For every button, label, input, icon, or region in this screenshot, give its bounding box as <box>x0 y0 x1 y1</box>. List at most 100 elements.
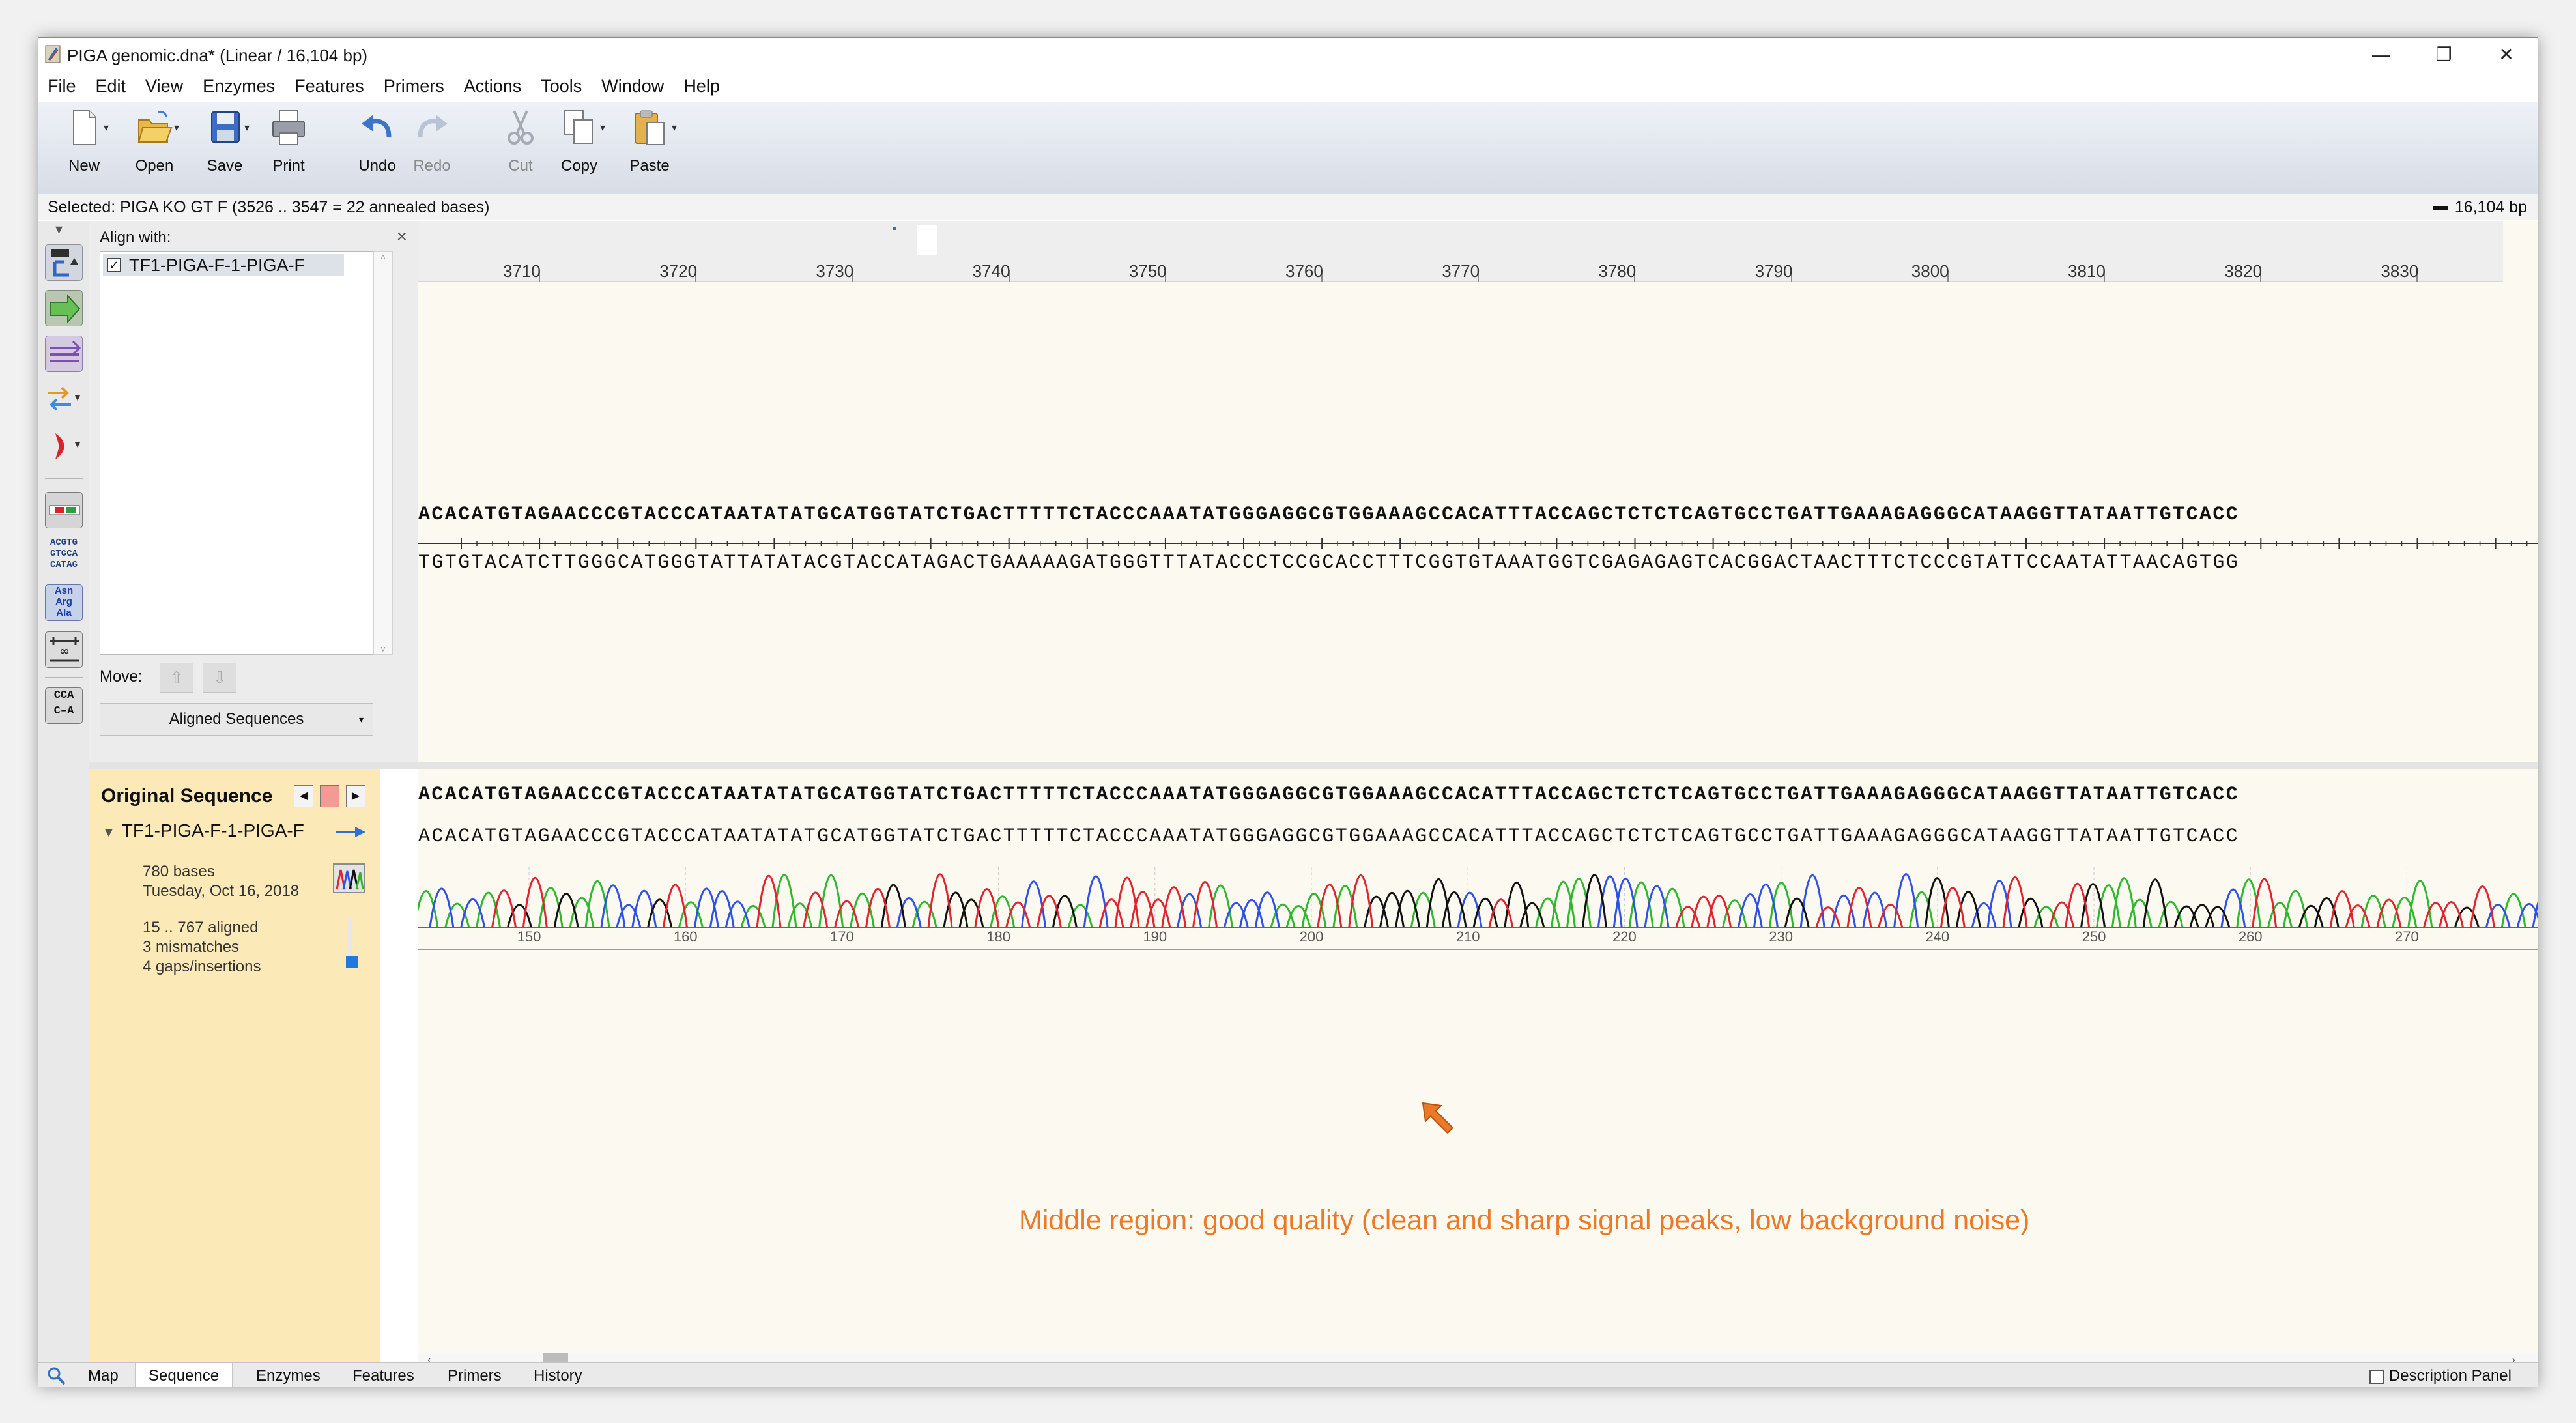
primer-bracket-icon[interactable] <box>45 428 83 465</box>
scroll-down-icon[interactable]: ˅ <box>380 644 386 654</box>
quality-annotation: Middle region: good quality (clean and s… <box>1019 1205 2030 1236</box>
new-document-icon <box>73 110 96 145</box>
tab-map[interactable]: Map <box>88 1367 119 1385</box>
list-item[interactable]: ✓ TF1-PIGA-F-1-PIGA-F <box>103 254 344 276</box>
scroll-up-icon[interactable]: ˄ <box>380 252 386 262</box>
scroll-left-icon[interactable]: ‹ <box>427 1353 431 1366</box>
scroll-right-icon[interactable]: › <box>2512 1353 2515 1366</box>
menu-file[interactable]: File <box>48 76 76 96</box>
save-dropdown-icon[interactable]: ▾ <box>244 122 250 134</box>
show-bases-icon[interactable]: ACGTG GTGCA CATAG <box>50 538 78 570</box>
cut-button[interactable]: Cut <box>488 108 553 175</box>
ruler-tick-label: 3790 <box>1754 261 1793 281</box>
undo-button[interactable]: Undo <box>345 108 410 175</box>
align-with-header: Align with: <box>100 229 171 246</box>
tab-sequence[interactable]: Sequence <box>135 1363 233 1387</box>
tab-history[interactable]: History <box>534 1367 582 1385</box>
highlight-color-button[interactable] <box>320 785 339 807</box>
copy-dropdown-icon[interactable]: ▾ <box>600 122 606 134</box>
menu-view[interactable]: View <box>145 76 184 96</box>
paste-dropdown-icon[interactable]: ▾ <box>672 122 678 134</box>
search-icon[interactable] <box>45 1366 68 1387</box>
expand-triangle-icon[interactable]: ▼ <box>102 826 115 840</box>
window-title: PIGA genomic.dna* (Linear / 16,104 bp) <box>67 46 368 65</box>
trace-position-label: 250 <box>2082 928 2106 945</box>
menu-actions[interactable]: Actions <box>463 76 522 96</box>
save-disk-icon <box>211 111 240 143</box>
vertical-toolbar: ▾ ACGTG GTGCA CATAG Asn Arg Ala ∞ CCA C–… <box>38 221 89 1362</box>
open-button[interactable]: Open <box>122 108 187 175</box>
tab-features[interactable]: Features <box>352 1367 414 1385</box>
save-button[interactable]: Save <box>192 108 257 175</box>
ruler-tick <box>539 270 540 282</box>
menu-window[interactable]: Window <box>601 76 665 96</box>
tab-enzymes[interactable]: Enzymes <box>256 1367 321 1385</box>
trace-toggle-button[interactable] <box>333 863 365 893</box>
translation-icon[interactable]: Asn Arg Ala <box>45 584 83 621</box>
menu-tools[interactable]: Tools <box>541 76 582 96</box>
arrow-up-icon: ⇧ <box>169 668 184 687</box>
paste-button[interactable]: Paste <box>617 108 682 175</box>
undo-arrow-icon <box>362 115 392 137</box>
toolbar-divider <box>45 677 83 678</box>
restriction-cut-icon[interactable] <box>45 244 83 281</box>
next-read-button[interactable]: ▶ <box>346 785 365 807</box>
redo-button[interactable]: Redo <box>399 108 465 175</box>
trace-A-signal <box>418 874 2526 928</box>
copy-button[interactable]: Copy <box>547 108 612 175</box>
mismatch-view-icon[interactable]: CCA C–A <box>45 687 83 724</box>
trace-position-label: 200 <box>1300 928 1324 945</box>
align-strands-icon[interactable] <box>45 336 83 372</box>
feature-map-icon[interactable] <box>45 492 83 528</box>
orf-arrow-icon[interactable] <box>45 290 83 326</box>
chromatogram-view[interactable]: ACACATGTAGAACCCGTACCCATAATATATGCATGGTATC… <box>418 769 2538 1362</box>
new-button[interactable]: New <box>51 108 117 175</box>
close-window-button[interactable]: ✕ <box>2498 44 2514 65</box>
toolbar: New ▾ Open ▾ Save ▾ Print Undo Redo Cut <box>38 102 2538 194</box>
reference-sequence[interactable]: ACACATGTAGAACCCGTACCCATAATATATGCATGGTATC… <box>418 784 2240 806</box>
trace-position-label: 260 <box>2239 928 2263 945</box>
menu-help[interactable]: Help <box>683 76 720 96</box>
ruler-tick-label: 3710 <box>503 261 541 281</box>
tab-primers[interactable]: Primers <box>448 1367 502 1385</box>
previous-read-button[interactable]: ◀ <box>294 785 313 807</box>
gap-count: 4 gaps/insertions <box>143 958 261 975</box>
menu-features[interactable]: Features <box>294 76 364 96</box>
move-up-button[interactable]: ⇧ <box>160 663 193 693</box>
ruler-viewport-indicator[interactable] <box>917 225 937 255</box>
minimize-button[interactable]: — <box>2372 44 2390 65</box>
restore-button[interactable]: ❐ <box>2435 44 2452 65</box>
menu-edit[interactable]: Edit <box>95 76 126 96</box>
arrow-down-icon: ⇩ <box>212 668 227 687</box>
ruler-tick <box>2416 270 2418 282</box>
length-bar-icon <box>2432 206 2448 210</box>
menu-enzymes[interactable]: Enzymes <box>203 76 276 96</box>
ruler-tick-label: 3770 <box>1442 261 1480 281</box>
menu-primers[interactable]: Primers <box>383 76 444 96</box>
top-strand-sequence[interactable]: ACACATGTAGAACCCGTACCCATAATATATGCATGGTATC… <box>418 504 2240 526</box>
bottom-strand-sequence[interactable]: TGTGTACATCTTGGGCATGGGTATTATATACGTACCATAG… <box>418 552 2240 574</box>
swap-direction-icon[interactable] <box>45 381 83 418</box>
checkbox-checked-icon[interactable]: ✓ <box>107 258 121 272</box>
aligned-sequences-dropdown[interactable]: Aligned Sequences ▾ <box>100 703 373 736</box>
checkbox-unchecked-icon[interactable] <box>2369 1369 2384 1384</box>
ruler-tick <box>2260 270 2262 282</box>
sequence-view[interactable]: 3710 3720 3730 3740 3750 3760 3770 3780 3790 3800… <box>418 221 2538 762</box>
ruler-tick-label: 3810 <box>2068 261 2106 281</box>
pane-splitter[interactable] <box>89 762 2538 769</box>
new-dropdown-icon[interactable]: ▾ <box>104 122 109 134</box>
collapse-toolbar-icon[interactable]: ▾ <box>55 221 63 237</box>
print-button[interactable]: Print <box>256 108 321 175</box>
selection-status: Selected: PIGA KO GT F (3526 .. 3547 = 2… <box>48 198 490 216</box>
read-sequence[interactable]: ACACATGTAGAACCCGTACCCATAATATATGCATGGTATC… <box>418 826 2240 848</box>
read-name[interactable]: ▼ TF1-PIGA-F-1-PIGA-F <box>102 820 304 841</box>
close-panel-icon[interactable]: × <box>396 226 407 246</box>
list-scrollbar[interactable]: ˄ ˅ <box>373 251 393 655</box>
move-down-button[interactable]: ⇩ <box>203 663 236 693</box>
description-panel-toggle[interactable]: Description Panel <box>2369 1363 2512 1387</box>
toolbar-divider <box>45 478 83 479</box>
trace-C-signal <box>429 873 2538 928</box>
linear-map-icon[interactable]: ∞ <box>45 631 83 668</box>
ruler-tick <box>1790 270 1792 282</box>
open-dropdown-icon[interactable]: ▾ <box>174 122 180 134</box>
